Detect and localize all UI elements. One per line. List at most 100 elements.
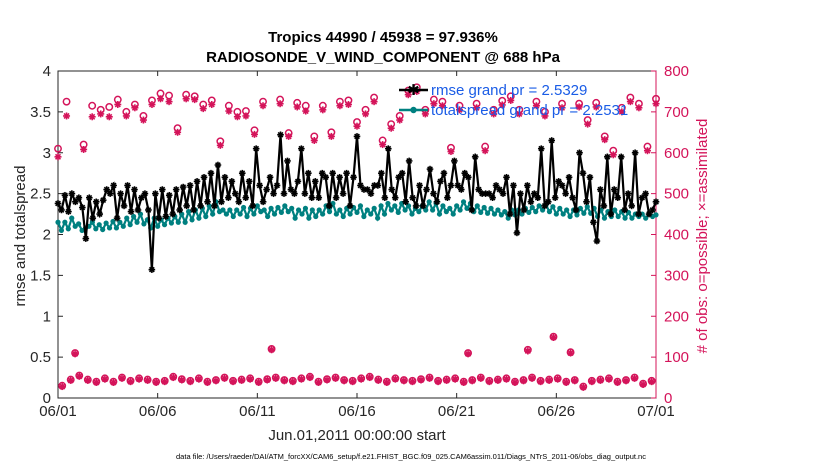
rmse-point xyxy=(148,266,156,273)
spread-point xyxy=(426,199,432,205)
rmse-point xyxy=(583,198,590,206)
obs-assimilated-point xyxy=(639,381,647,389)
rmse-point xyxy=(117,190,124,197)
y-right-tick-label: 0 xyxy=(664,390,672,407)
spread-point xyxy=(69,215,75,221)
obs-assimilated-point xyxy=(302,107,310,115)
rmse-point xyxy=(517,190,524,197)
rmse-point xyxy=(367,190,375,197)
obs-assimilated-point xyxy=(430,100,438,108)
spread-point xyxy=(395,209,401,216)
rmse-point xyxy=(458,186,465,193)
obs-assimilated-point xyxy=(379,141,387,149)
spread-point xyxy=(381,211,388,217)
spread-point xyxy=(495,207,501,213)
rmse-point xyxy=(165,191,173,199)
obs-assimilated-point xyxy=(84,376,92,384)
obs-assimilated-point xyxy=(494,376,502,384)
rmse-point xyxy=(597,186,604,193)
obs-assimilated-point xyxy=(169,374,177,382)
spread-point xyxy=(557,205,563,211)
spread-point xyxy=(536,203,542,209)
rmse-point xyxy=(562,190,569,197)
spread-point xyxy=(110,218,116,225)
rmse-point xyxy=(315,194,323,202)
obs-assimilated-point xyxy=(148,101,156,109)
spread-point xyxy=(584,204,590,210)
spread-point xyxy=(337,207,343,213)
obs-assimilated-point xyxy=(306,374,314,382)
rmse-point xyxy=(576,149,583,157)
spread-point xyxy=(450,211,456,217)
obs-assimilated-point xyxy=(374,376,382,384)
obs-assimilated-point xyxy=(387,124,395,132)
rmse-point xyxy=(270,190,277,197)
obs-assimilated-point xyxy=(114,101,122,109)
spread-point xyxy=(423,207,429,213)
rmse-point xyxy=(604,153,611,161)
rmse-point xyxy=(159,186,166,193)
y-tick-label: 1.5 xyxy=(30,267,51,284)
legend-spread-marker xyxy=(410,106,417,114)
spread-point xyxy=(539,207,546,213)
rmse-point xyxy=(228,178,236,185)
spread-point xyxy=(601,215,608,221)
obs-assimilated-point xyxy=(182,95,190,103)
spread-point xyxy=(302,205,309,211)
rmse-point xyxy=(252,145,260,152)
rmse-point xyxy=(110,182,117,189)
obs-assimilated-point xyxy=(571,377,579,385)
obs-assimilated-point xyxy=(127,378,135,386)
spread-point xyxy=(175,219,181,225)
rmse-point xyxy=(120,202,128,210)
rmse-point xyxy=(464,173,472,181)
y-tick-label: 3 xyxy=(43,145,51,162)
rmse-point xyxy=(232,190,239,197)
spread-point xyxy=(285,209,291,215)
rmse-point xyxy=(155,214,163,222)
obs-assimilated-point xyxy=(562,378,570,386)
x-tick-label: 06/01 xyxy=(39,403,77,420)
rmse-point xyxy=(311,178,319,185)
spread-point xyxy=(653,212,659,218)
spread-point xyxy=(210,211,216,217)
y-right-tick-label: 300 xyxy=(664,267,689,284)
obs-assimilated-point xyxy=(174,128,182,136)
spread-point xyxy=(553,211,559,217)
spread-point xyxy=(333,211,339,217)
spread-point xyxy=(155,223,161,229)
spread-point xyxy=(457,207,463,213)
obs-assimilated-point xyxy=(199,105,207,113)
rmse-point xyxy=(58,206,65,214)
rmse-point xyxy=(249,202,256,210)
obs-assimilated-point xyxy=(404,91,412,99)
obs-assimilated-point xyxy=(383,378,391,386)
obs-possible-point xyxy=(62,97,71,106)
rmse-point xyxy=(398,169,406,177)
spread-point xyxy=(392,203,398,209)
obs-assimilated-point xyxy=(131,104,139,112)
spread-point xyxy=(581,210,587,216)
spread-point xyxy=(292,215,298,221)
obs-assimilated-point xyxy=(464,350,472,358)
rmse-point xyxy=(291,190,298,197)
spread-point xyxy=(223,211,230,217)
rmse-point xyxy=(614,194,622,202)
rmse-point xyxy=(631,149,639,157)
spread-point xyxy=(474,203,480,209)
obs-possible-point xyxy=(54,144,62,153)
rmse-point xyxy=(200,173,208,181)
spread-point xyxy=(131,213,137,220)
obs-assimilated-point xyxy=(263,376,271,384)
obs-assimilated-point xyxy=(545,376,553,384)
rmse-point xyxy=(572,206,580,214)
rmse-point xyxy=(145,206,152,214)
legend-spread-label: totalspread grand pr = 2.2531 xyxy=(431,102,628,119)
spread-point xyxy=(100,226,106,233)
rmse-point xyxy=(106,190,114,197)
spread-point xyxy=(196,215,202,221)
data-file-footnote: data file: /Users/raeder/DAI/ATM_forcXX/… xyxy=(176,452,646,461)
obs-assimilated-point xyxy=(255,378,263,386)
rmse-point xyxy=(569,194,576,202)
